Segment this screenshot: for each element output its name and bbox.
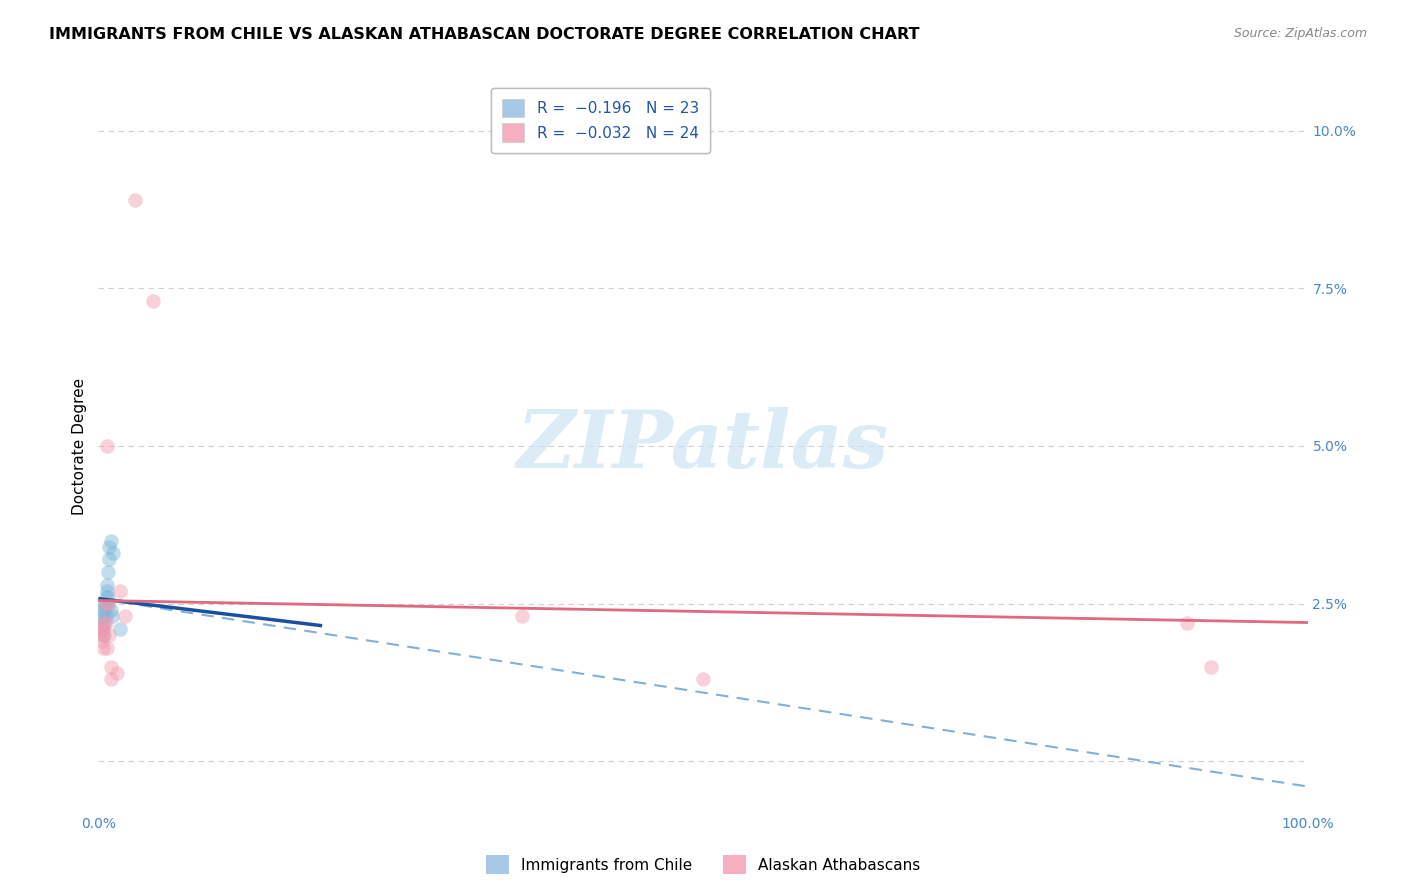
Point xyxy=(101,546,124,560)
Point xyxy=(108,584,131,599)
Point xyxy=(96,439,118,453)
Point xyxy=(100,659,122,673)
Point xyxy=(93,615,115,630)
Point xyxy=(124,193,146,207)
Point xyxy=(91,622,114,636)
Point xyxy=(98,540,121,554)
Point xyxy=(94,597,117,611)
Point xyxy=(98,552,121,566)
Point xyxy=(93,597,115,611)
Point xyxy=(90,622,112,636)
Point xyxy=(96,578,118,592)
Point xyxy=(91,609,114,624)
Point xyxy=(93,615,115,630)
Point xyxy=(96,640,118,655)
Text: ZIPatlas: ZIPatlas xyxy=(517,408,889,484)
Point xyxy=(100,603,122,617)
Point xyxy=(91,622,114,636)
Point xyxy=(94,609,117,624)
Point xyxy=(105,665,128,680)
Point xyxy=(1199,659,1222,673)
Point xyxy=(100,533,122,548)
Point xyxy=(93,603,115,617)
Point xyxy=(94,591,117,605)
Point xyxy=(510,609,533,624)
Point xyxy=(94,597,117,611)
Point xyxy=(97,565,120,579)
Point xyxy=(91,640,114,655)
Point xyxy=(114,609,136,624)
Legend: Immigrants from Chile, Alaskan Athabascans: Immigrants from Chile, Alaskan Athabasca… xyxy=(479,849,927,880)
Legend: R =  −0.196   N = 23, R =  −0.032   N = 24: R = −0.196 N = 23, R = −0.032 N = 24 xyxy=(491,88,710,153)
Point xyxy=(97,597,120,611)
Point xyxy=(100,673,122,687)
Point xyxy=(142,293,165,308)
Point xyxy=(91,628,114,642)
Point xyxy=(97,591,120,605)
Point xyxy=(98,628,121,642)
Point xyxy=(91,634,114,648)
Point xyxy=(91,603,114,617)
Point xyxy=(692,673,714,687)
Y-axis label: Doctorate Degree: Doctorate Degree xyxy=(72,377,87,515)
Text: IMMIGRANTS FROM CHILE VS ALASKAN ATHABASCAN DOCTORATE DEGREE CORRELATION CHART: IMMIGRANTS FROM CHILE VS ALASKAN ATHABAS… xyxy=(49,27,920,42)
Point xyxy=(93,628,115,642)
Point xyxy=(96,584,118,599)
Point xyxy=(108,622,131,636)
Point xyxy=(100,609,122,624)
Point xyxy=(90,615,112,630)
Point xyxy=(1175,615,1198,630)
Text: Source: ZipAtlas.com: Source: ZipAtlas.com xyxy=(1233,27,1367,40)
Point xyxy=(94,615,117,630)
Point xyxy=(97,597,120,611)
Point xyxy=(91,628,114,642)
